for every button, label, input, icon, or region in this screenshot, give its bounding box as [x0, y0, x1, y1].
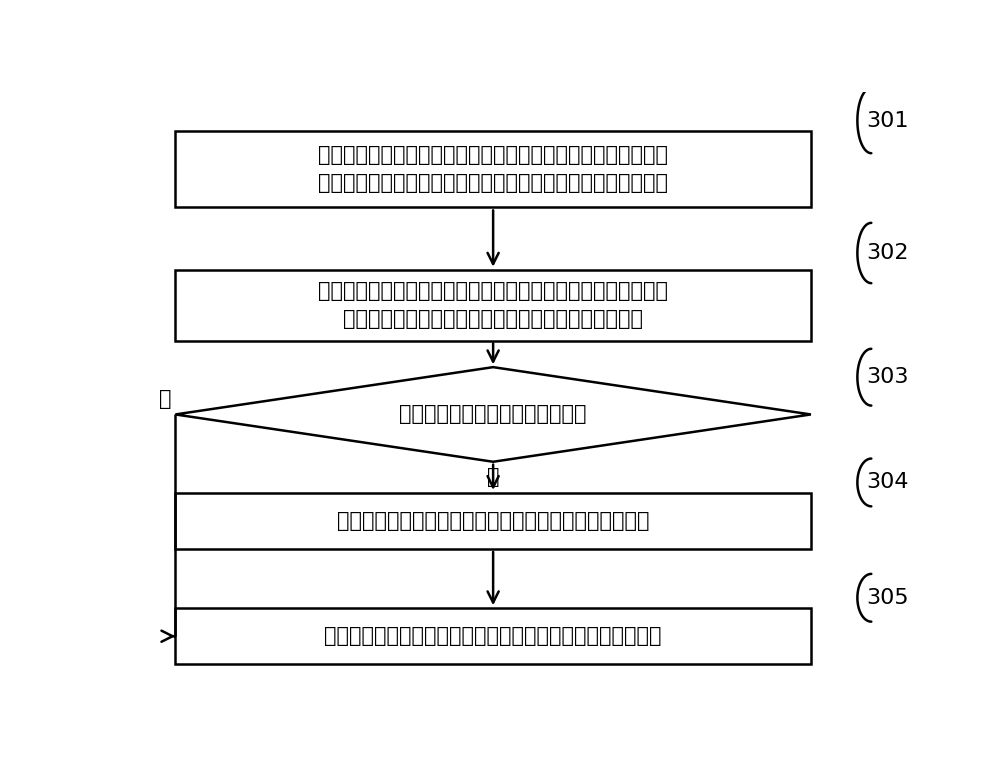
Text: 305: 305: [867, 588, 909, 607]
Text: 303: 303: [867, 367, 909, 387]
Text: 判断所述温度传感器是否发生故障: 判断所述温度传感器是否发生故障: [399, 405, 587, 425]
FancyBboxPatch shape: [175, 131, 811, 207]
Text: 304: 304: [867, 472, 909, 492]
FancyBboxPatch shape: [175, 270, 811, 340]
Text: 是: 是: [487, 466, 499, 487]
FancyBboxPatch shape: [175, 493, 811, 549]
Text: 获取温度传感器的测量值、温度传感器的动态特性参数、温度传
感器的信号合成值、温度传感器测量截面的质量流速信号合成值: 获取温度传感器的测量值、温度传感器的动态特性参数、温度传 感器的信号合成值、温度…: [318, 145, 668, 193]
Polygon shape: [175, 367, 811, 462]
Text: 根据温度传感器的测量值、动态特性参数、信号合成值、测量截
面的质量流速信号合成值获取温度传感器信号的补偿值: 根据温度传感器的测量值、动态特性参数、信号合成值、测量截 面的质量流速信号合成值…: [318, 281, 668, 329]
Text: 将温度传感器的信号合成值作为温度传感器信号的输出值: 将温度传感器的信号合成值作为温度传感器信号的输出值: [337, 511, 649, 531]
Text: 否: 否: [159, 389, 172, 409]
Text: 将所述温度传感器信号的补偿值作为温度传感器信号的输出值: 将所述温度传感器信号的补偿值作为温度传感器信号的输出值: [324, 626, 662, 646]
Text: 301: 301: [867, 111, 909, 131]
FancyBboxPatch shape: [175, 608, 811, 664]
Text: 302: 302: [867, 243, 909, 263]
